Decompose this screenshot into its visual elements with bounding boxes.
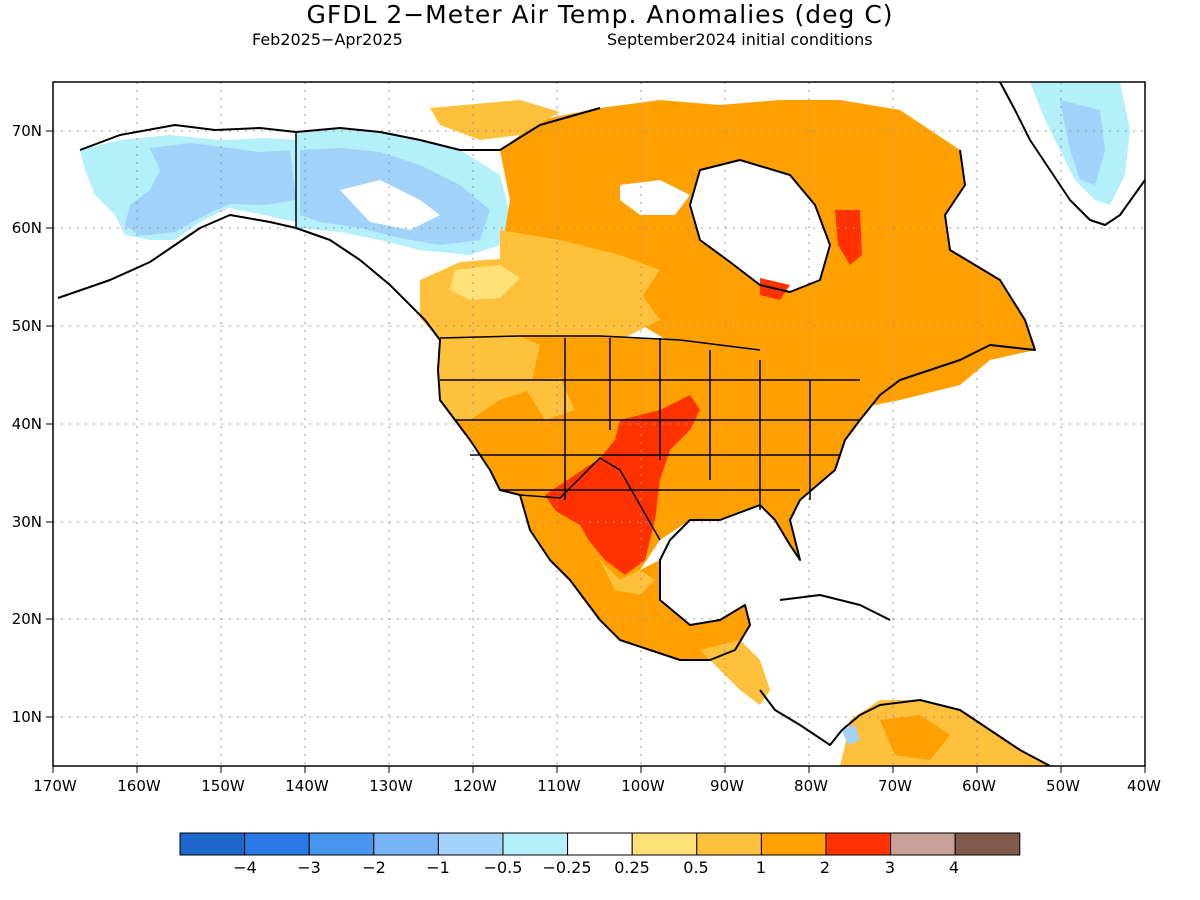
colorbar-label: 1 <box>756 858 766 877</box>
anomaly-shading <box>58 82 1145 766</box>
colorbar-swatch <box>437 832 504 856</box>
forecast-period: Feb2025−Apr2025 <box>252 30 403 49</box>
lon-label-120w: 120W <box>453 777 497 795</box>
colorbar: −4 −3 −2 −1 −0.5 −0.25 0.25 0.5 1 2 3 4 <box>179 832 1021 877</box>
lon-axis: 170W 160W 150W 140W 130W 120W 110W 100W … <box>33 766 1161 795</box>
colorbar-label: −0.5 <box>484 858 523 877</box>
colorbar-label: −2 <box>362 858 386 877</box>
colorbar-label: −1 <box>426 858 450 877</box>
lon-label-130w: 130W <box>369 777 413 795</box>
lon-label-140w: 140W <box>285 777 329 795</box>
colorbar-label: 2 <box>820 858 830 877</box>
colorbar-swatch <box>760 832 827 856</box>
colorbar-swatches <box>179 832 1021 856</box>
lat-label-20n: 20N <box>12 610 42 628</box>
colorbar-swatch <box>631 832 698 856</box>
political-borders <box>295 132 860 541</box>
lon-label-50w: 50W <box>1046 777 1080 795</box>
lon-label-100w: 100W <box>621 777 665 795</box>
lon-label-40w: 40W <box>1127 777 1161 795</box>
lat-axis: 70N 60N 50N 40N 30N 20N 10N <box>12 122 53 726</box>
colorbar-label: 0.25 <box>614 858 650 877</box>
colorbar-label: −4 <box>233 858 257 877</box>
lon-label-170w: 170W <box>33 777 77 795</box>
colorbar-swatch <box>373 832 439 856</box>
colorbar-swatch <box>244 832 310 856</box>
map-title: GFDL 2−Meter Air Temp. Anomalies (deg C) <box>306 0 894 29</box>
colorbar-label: 3 <box>885 858 895 877</box>
lon-label-70w: 70W <box>878 777 912 795</box>
lon-label-80w: 80W <box>794 777 828 795</box>
lat-label-30n: 30N <box>12 513 42 531</box>
lat-label-50n: 50N <box>12 317 42 335</box>
initial-conditions: September2024 initial conditions <box>607 30 873 49</box>
lon-label-160w: 160W <box>117 777 161 795</box>
lon-label-60w: 60W <box>962 777 996 795</box>
colorbar-swatch <box>696 832 762 856</box>
colorbar-label: 4 <box>949 858 959 877</box>
colorbar-swatch <box>825 832 892 856</box>
coastlines <box>57 82 1145 766</box>
lat-label-10n: 10N <box>12 708 42 726</box>
colorbar-swatch <box>567 832 633 856</box>
lat-label-70n: 70N <box>12 122 42 140</box>
lon-label-90w: 90W <box>710 777 744 795</box>
colorbar-label: −0.25 <box>542 858 591 877</box>
lon-label-110w: 110W <box>537 777 581 795</box>
colorbar-label: 0.5 <box>683 858 708 877</box>
colorbar-label: −3 <box>297 858 321 877</box>
colorbar-swatch <box>179 832 246 856</box>
lat-label-40n: 40N <box>12 415 42 433</box>
colorbar-swatch <box>502 832 569 856</box>
colorbar-swatch <box>890 832 956 856</box>
lat-label-60n: 60N <box>12 219 42 237</box>
colorbar-swatch <box>954 832 1021 856</box>
colorbar-swatch <box>308 832 375 856</box>
map-area <box>53 82 1145 766</box>
lon-label-150w: 150W <box>201 777 245 795</box>
